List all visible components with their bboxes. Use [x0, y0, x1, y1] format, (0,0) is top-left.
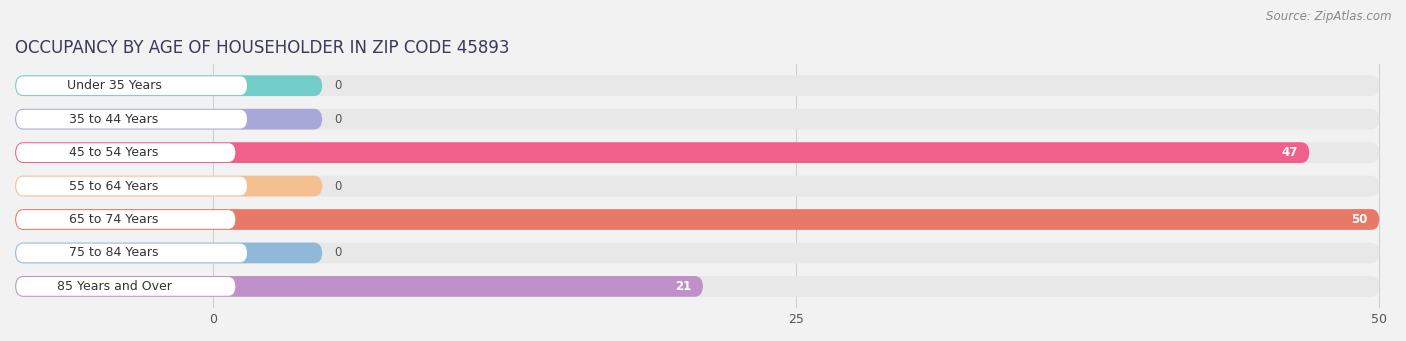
- FancyBboxPatch shape: [15, 109, 1379, 130]
- FancyBboxPatch shape: [15, 110, 247, 129]
- FancyBboxPatch shape: [15, 142, 1379, 163]
- FancyBboxPatch shape: [15, 76, 247, 95]
- FancyBboxPatch shape: [15, 176, 1379, 196]
- Text: 45 to 54 Years: 45 to 54 Years: [69, 146, 159, 159]
- FancyBboxPatch shape: [15, 109, 322, 130]
- FancyBboxPatch shape: [15, 277, 235, 296]
- Text: 0: 0: [335, 180, 342, 193]
- FancyBboxPatch shape: [15, 75, 1379, 96]
- FancyBboxPatch shape: [15, 276, 703, 297]
- Text: 55 to 64 Years: 55 to 64 Years: [69, 180, 159, 193]
- FancyBboxPatch shape: [15, 176, 322, 196]
- Text: 35 to 44 Years: 35 to 44 Years: [69, 113, 159, 126]
- FancyBboxPatch shape: [15, 242, 1379, 263]
- Text: 85 Years and Over: 85 Years and Over: [56, 280, 172, 293]
- FancyBboxPatch shape: [15, 242, 322, 263]
- Text: 0: 0: [335, 113, 342, 126]
- Text: Source: ZipAtlas.com: Source: ZipAtlas.com: [1267, 10, 1392, 23]
- Text: OCCUPANCY BY AGE OF HOUSEHOLDER IN ZIP CODE 45893: OCCUPANCY BY AGE OF HOUSEHOLDER IN ZIP C…: [15, 39, 509, 57]
- FancyBboxPatch shape: [15, 243, 247, 262]
- Text: 21: 21: [675, 280, 692, 293]
- FancyBboxPatch shape: [15, 210, 235, 229]
- FancyBboxPatch shape: [15, 143, 235, 162]
- FancyBboxPatch shape: [15, 75, 322, 96]
- Text: 50: 50: [1351, 213, 1368, 226]
- Text: 0: 0: [335, 247, 342, 260]
- FancyBboxPatch shape: [15, 177, 247, 195]
- Text: Under 35 Years: Under 35 Years: [66, 79, 162, 92]
- Text: 0: 0: [335, 79, 342, 92]
- Text: 47: 47: [1281, 146, 1298, 159]
- FancyBboxPatch shape: [15, 209, 1379, 230]
- Text: 65 to 74 Years: 65 to 74 Years: [69, 213, 159, 226]
- FancyBboxPatch shape: [15, 209, 1379, 230]
- FancyBboxPatch shape: [15, 276, 1379, 297]
- FancyBboxPatch shape: [15, 142, 1309, 163]
- Text: 75 to 84 Years: 75 to 84 Years: [69, 247, 159, 260]
